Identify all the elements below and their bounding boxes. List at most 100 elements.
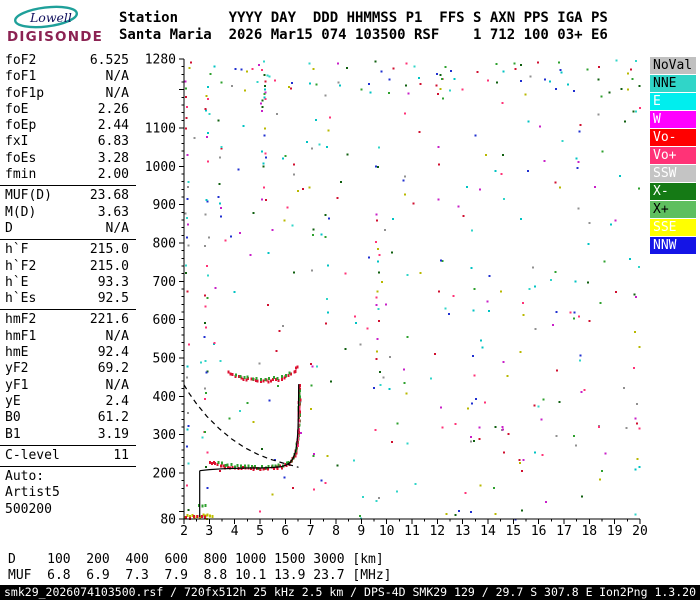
- param-row-hf: h`F 215.0: [0, 242, 136, 258]
- echo-legend: NoVal NNE E W Vo- Vo+ SSW X- X+ SSE NNW: [650, 57, 696, 255]
- trace-e-region-green: [197, 504, 207, 508]
- logo-lowell-text: Lowell: [29, 10, 72, 25]
- param-row-mufd: MUF(D) 23.68: [0, 188, 136, 204]
- param-label: hmF2: [5, 312, 37, 328]
- y-tick-label: 600: [153, 313, 176, 328]
- plot-axes: [179, 58, 641, 524]
- y-tick-label: 80: [160, 513, 176, 528]
- noise-layer: [184, 59, 641, 521]
- x-tick-label: 18: [581, 524, 597, 539]
- y-tick-label: 200: [153, 467, 176, 482]
- param-row-yf2: yF2 69.2: [0, 361, 136, 377]
- param-value: 3.28: [97, 150, 129, 166]
- curve-artist-trace-fit: [199, 384, 300, 472]
- param-value: 6.83: [97, 134, 129, 150]
- logo-swoosh-icon: [14, 5, 78, 29]
- x-tick-label: 12: [429, 524, 445, 539]
- param-label: hmF1: [5, 328, 37, 344]
- x-tick-label: 19: [607, 524, 623, 539]
- x-tick-label: 13: [455, 524, 471, 539]
- param-value: 11: [113, 447, 129, 463]
- muf-table: D 100 200 400 600 800 1000 1500 3000 [km…: [8, 552, 392, 583]
- legend-item-vo: Vo+: [650, 147, 696, 164]
- param-row-clevel: C-level 11: [0, 448, 136, 464]
- param-row-fmin: fmin 2.00: [0, 167, 136, 183]
- status-file-info: smk29_2026074103500.rsf / 720fx512h 25 k…: [4, 585, 593, 599]
- legend-item-nne: NNE: [650, 75, 696, 92]
- y-tick-label: 800: [153, 237, 176, 252]
- param-label: yE: [5, 393, 21, 409]
- param-row-fof1: foF1 N/A: [0, 69, 136, 85]
- muf-row: MUF 6.8 6.9 7.3 7.9 8.8 10.1 13.9 23.7 […: [8, 567, 392, 583]
- autoscaling-info: Artist5: [5, 485, 60, 501]
- param-value: 6.525: [89, 53, 129, 68]
- param-row-fof1p: foF1p N/A: [0, 86, 136, 102]
- param-value: 215.0: [89, 258, 129, 274]
- trace-f-trace-green: [217, 389, 301, 470]
- param-value: 3.63: [97, 204, 129, 220]
- param-row-ye: yE 2.4: [0, 394, 136, 410]
- param-row-hmf1: hmF1 N/A: [0, 329, 136, 345]
- param-row-hmf2: hmF2 221.6: [0, 312, 136, 328]
- x-tick-label: 5: [256, 524, 264, 539]
- param-label: D: [5, 220, 13, 236]
- legend-item-w: W: [650, 111, 696, 128]
- param-row-b1: B1 3.19: [0, 427, 136, 443]
- param-row-he: h`E 93.3: [0, 275, 136, 291]
- param-row-d: D N/A: [0, 221, 136, 237]
- x-tick-label: 10: [379, 524, 395, 539]
- param-label: fxI: [5, 134, 29, 150]
- trace-second-hop-green: [234, 371, 291, 381]
- param-value: 61.2: [97, 410, 129, 426]
- y-tick-label: 1100: [145, 122, 176, 137]
- x-tick-label: 6: [281, 524, 289, 539]
- param-label: MUF(D): [5, 188, 52, 204]
- param-label: B1: [5, 426, 21, 442]
- echo-traces: [184, 365, 302, 520]
- param-row-hf2: h`F2 215.0: [0, 259, 136, 275]
- status-bar: smk29_2026074103500.rsf / 720fx512h 25 k…: [0, 585, 700, 600]
- lowell-digisonde-logo: Lowell DIGISONDE: [6, 4, 118, 50]
- param-value: N/A: [105, 328, 129, 344]
- panel-separator: [0, 444, 136, 446]
- param-label: foEp: [5, 118, 37, 134]
- param-value: 23.68: [89, 188, 129, 204]
- param-row-b0: B0 61.2: [0, 410, 136, 426]
- param-label: h`F: [5, 242, 29, 258]
- param-value: 92.5: [97, 291, 129, 307]
- param-value: 221.6: [89, 312, 129, 328]
- param-label: yF1: [5, 377, 29, 393]
- param-label: fmin: [5, 167, 37, 183]
- y-tick-label: 900: [153, 198, 176, 213]
- legend-item-sse: SSE: [650, 219, 696, 236]
- x-tick-label: 14: [480, 524, 496, 539]
- y-tick-label: 400: [153, 390, 176, 405]
- param-label: foF2: [5, 53, 37, 68]
- legend-item-vo: Vo-: [650, 129, 696, 146]
- status-version: Ion2Png 1.3.20: [599, 585, 696, 599]
- trace-es-layer-red: [184, 515, 207, 520]
- param-row-hes: h`Es 92.5: [0, 291, 136, 307]
- x-tick-label: 7: [307, 524, 315, 539]
- legend-item-x: X+: [650, 201, 696, 218]
- param-value: 3.19: [97, 426, 129, 442]
- param-label: C-level: [5, 447, 60, 463]
- param-label: foF1p: [5, 85, 45, 101]
- legend-item-ssw: SSW: [650, 165, 696, 182]
- station-header: Station YYYY DAY DDD HHMMSS P1 FFS S AXN…: [119, 10, 608, 44]
- param-label: foF1: [5, 69, 37, 85]
- param-row-fxi: fxI 6.83: [0, 134, 136, 150]
- autoscaling-info: 500200: [5, 501, 52, 517]
- param-label: h`F2: [5, 258, 37, 274]
- x-tick-label: 8: [332, 524, 340, 539]
- param-label: yF2: [5, 361, 29, 377]
- y-tick-label: 700: [153, 275, 176, 290]
- trace-f-trace-o-mode: [209, 383, 302, 472]
- x-tick-label: 17: [556, 524, 572, 539]
- param-row-foep: foEp 2.44: [0, 118, 136, 134]
- panel-separator: [0, 185, 136, 187]
- logo-digisonde-text: DIGISONDE: [7, 29, 103, 45]
- param-value: 2.00: [97, 167, 129, 183]
- param-label: B0: [5, 410, 21, 426]
